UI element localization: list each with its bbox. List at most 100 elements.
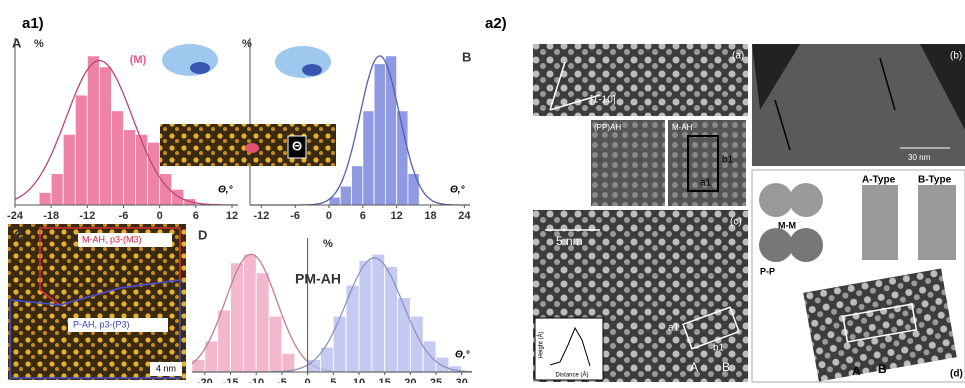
x-tick-label: -12	[79, 210, 95, 222]
bar	[339, 185, 352, 206]
unit-label: %	[323, 238, 333, 250]
bar	[362, 110, 375, 206]
type-label: A-Type	[862, 175, 896, 186]
bar	[74, 94, 88, 206]
bar	[230, 262, 244, 373]
x-tick-label: 12	[226, 210, 238, 222]
x-tick-label: -20	[197, 377, 213, 383]
panel-label: a2)	[485, 15, 507, 32]
x-tick-label: 30	[456, 377, 468, 383]
chart-title: (M)	[130, 54, 147, 66]
x-tick-label: 25	[430, 377, 442, 383]
image-label: (PP)AH	[594, 123, 621, 132]
pair-label: P-P	[760, 266, 775, 276]
x-tick-label: 0	[326, 210, 332, 222]
molecule	[245, 143, 259, 153]
bar	[38, 192, 52, 206]
bar	[307, 359, 321, 373]
x-tick-label: 6	[193, 210, 199, 222]
profile-inset	[534, 317, 604, 381]
panel-label: (c)	[730, 217, 742, 228]
stm-zoom-pp	[591, 120, 665, 206]
x-tick-label: -5	[277, 377, 287, 383]
unit-label: %	[34, 38, 44, 50]
x-tick-label: -6	[119, 210, 129, 222]
panel-label: C	[14, 227, 24, 242]
bar	[171, 188, 185, 206]
chart-title: PM-AH	[295, 271, 341, 287]
image-label: M-AH	[672, 123, 693, 132]
theta-label: Θ	[292, 138, 302, 153]
x-tick-label: 15	[379, 377, 391, 383]
panel-label: a1)	[22, 15, 44, 32]
x-tick-label: 20	[404, 377, 416, 383]
arrow	[879, 57, 896, 111]
label-box	[68, 318, 168, 332]
x-tick-label: -6	[290, 210, 300, 222]
direction-label: [1-10]	[590, 95, 616, 106]
label-box	[78, 233, 172, 247]
bar	[242, 253, 257, 373]
stm-image-c	[8, 224, 186, 380]
bar	[422, 340, 437, 373]
bar	[384, 266, 398, 373]
x-tick-label: -15	[223, 377, 239, 383]
scale-label: 4 nm	[156, 363, 176, 373]
bar	[397, 297, 411, 373]
fit-curve	[14, 59, 238, 206]
bar	[332, 315, 347, 373]
panel-label: (d)	[950, 369, 963, 380]
x-tick-label: -24	[7, 210, 24, 222]
bar	[86, 55, 100, 206]
bar	[358, 259, 373, 373]
pair-label: M-M	[778, 220, 796, 230]
vector-label: a1	[700, 178, 712, 189]
x-tick-label: -12	[253, 210, 269, 222]
row-label: B	[722, 360, 730, 374]
bar	[123, 129, 136, 206]
bar	[255, 272, 270, 373]
stm-inset-d	[803, 268, 957, 382]
vector-label: b1	[713, 343, 725, 354]
bar	[98, 66, 112, 206]
unit-cell	[682, 306, 740, 350]
bar	[281, 352, 296, 373]
row-label: B	[878, 362, 887, 376]
bar	[111, 110, 124, 206]
histograms: -24-18-12-60612A%(M)Θ,°-12-606121824B%(P…	[7, 35, 473, 388]
step-edge	[752, 44, 965, 130]
arrow	[774, 99, 791, 151]
scale-label: 5 nm	[556, 234, 583, 248]
p-domain-outline	[9, 279, 181, 379]
x-tick-label: 5	[330, 377, 336, 383]
domain-label: M-AH, p3-(M3)	[82, 234, 142, 244]
stm-zoom-m	[668, 120, 746, 206]
type-label: B-Type	[918, 175, 952, 186]
vector-label: b1	[722, 155, 734, 166]
bar	[373, 63, 386, 206]
x-tick-label: -18	[43, 210, 59, 222]
vector-label: a1	[668, 323, 680, 334]
x-tick-label: 6	[360, 210, 366, 222]
bar	[371, 253, 386, 373]
bar	[62, 133, 76, 206]
bar	[351, 165, 364, 206]
bar	[50, 173, 64, 206]
x-tick-label: 18	[424, 210, 436, 222]
scale-label: 30 nm	[908, 153, 931, 162]
axis-arrows	[549, 61, 601, 111]
panel-label: D	[198, 227, 207, 242]
x-tick-label: 0	[157, 210, 163, 222]
x-axis-label: Θ,°	[450, 185, 466, 196]
panel-label: B	[462, 49, 471, 64]
axis-label: Distance (Å)	[555, 372, 588, 379]
axis-label: Height (Å)	[538, 331, 545, 358]
bar	[435, 356, 450, 373]
panel-label: (b)	[950, 51, 962, 62]
molecule-models	[759, 183, 956, 262]
panel-label: (a)	[732, 51, 744, 62]
theta-box	[287, 135, 307, 159]
bar	[135, 133, 148, 206]
panel-label: A	[12, 35, 22, 50]
